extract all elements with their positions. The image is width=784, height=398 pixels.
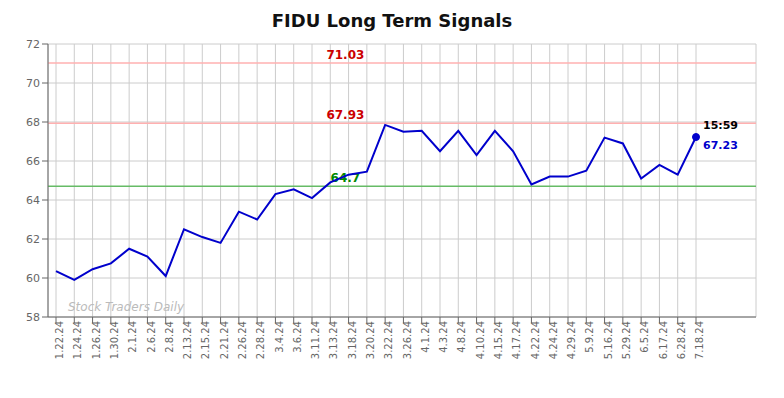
svg-text:64.7: 64.7 (330, 171, 361, 186)
svg-text:4.15.24: 4.15.24 (493, 321, 504, 359)
html-text:FIDU Long Term Signals: FIDU Long Term Signals (271, 10, 513, 31)
svg-text:67.93: 67.93 (326, 108, 364, 122)
svg-text:3.6.24: 3.6.24 (292, 321, 303, 353)
svg-text:2.26.24: 2.26.24 (237, 321, 248, 359)
svg-text:Stock Traders Daily: Stock Traders Daily (68, 300, 185, 314)
svg-text:58: 58 (26, 311, 40, 324)
svg-text:1.24.24: 1.24.24 (72, 321, 83, 359)
svg-text:2.13.24: 2.13.24 (182, 321, 193, 359)
svg-text:4.8.24: 4.8.24 (456, 321, 467, 353)
svg-text:3.11.24: 3.11.24 (310, 321, 321, 359)
svg-text:3.18.24: 3.18.24 (347, 321, 358, 359)
svg-text:2.1.24: 2.1.24 (127, 321, 138, 353)
svg-text:1.30.24: 1.30.24 (109, 321, 120, 359)
svg-text:2.8.24: 2.8.24 (164, 321, 175, 353)
svg-text:3.26.24: 3.26.24 (402, 321, 413, 359)
svg-text:15:59: 15:59 (703, 119, 738, 132)
svg-text:2.6.24: 2.6.24 (146, 321, 157, 353)
svg-text:4.22.24: 4.22.24 (530, 321, 541, 359)
svg-text:3.20.24: 3.20.24 (365, 321, 376, 359)
svg-text:71.03: 71.03 (326, 48, 364, 62)
svg-text:7.18.24: 7.18.24 (694, 321, 705, 359)
svg-text:6.17.24: 6.17.24 (658, 321, 669, 359)
svg-text:70: 70 (26, 77, 40, 90)
svg-text:4.10.24: 4.10.24 (475, 321, 486, 359)
svg-text:62: 62 (26, 233, 40, 246)
svg-text:6.5.24: 6.5.24 (639, 321, 650, 353)
svg-text:1.22.24: 1.22.24 (54, 321, 65, 359)
svg-text:3.22.24: 3.22.24 (383, 321, 394, 359)
svg-text:5.29.24: 5.29.24 (621, 321, 632, 359)
svg-text:5.16.24: 5.16.24 (603, 321, 614, 359)
svg-text:5.9.24: 5.9.24 (584, 321, 595, 353)
svg-text:1.26.24: 1.26.24 (91, 321, 102, 359)
svg-text:6.28.24: 6.28.24 (676, 321, 687, 359)
svg-text:60: 60 (26, 272, 40, 285)
svg-text:2.28.24: 2.28.24 (255, 321, 266, 359)
svg-text:66: 66 (26, 155, 40, 168)
svg-text:3.4.24: 3.4.24 (274, 321, 285, 353)
svg-text:68: 68 (26, 116, 40, 129)
svg-text:4.29.24: 4.29.24 (566, 321, 577, 359)
svg-text:4.17.24: 4.17.24 (511, 321, 522, 359)
svg-text:4.3.24: 4.3.24 (438, 321, 449, 353)
svg-text:4.1.24: 4.1.24 (420, 321, 431, 353)
svg-text:67.23: 67.23 (703, 139, 738, 152)
svg-text:4.24.24: 4.24.24 (548, 321, 559, 359)
svg-text:2.15.24: 2.15.24 (200, 321, 211, 359)
svg-text:3.13.24: 3.13.24 (328, 321, 339, 359)
svg-text:72: 72 (26, 38, 40, 51)
svg-text:64: 64 (26, 194, 40, 207)
svg-text:2.21.24: 2.21.24 (219, 321, 230, 359)
